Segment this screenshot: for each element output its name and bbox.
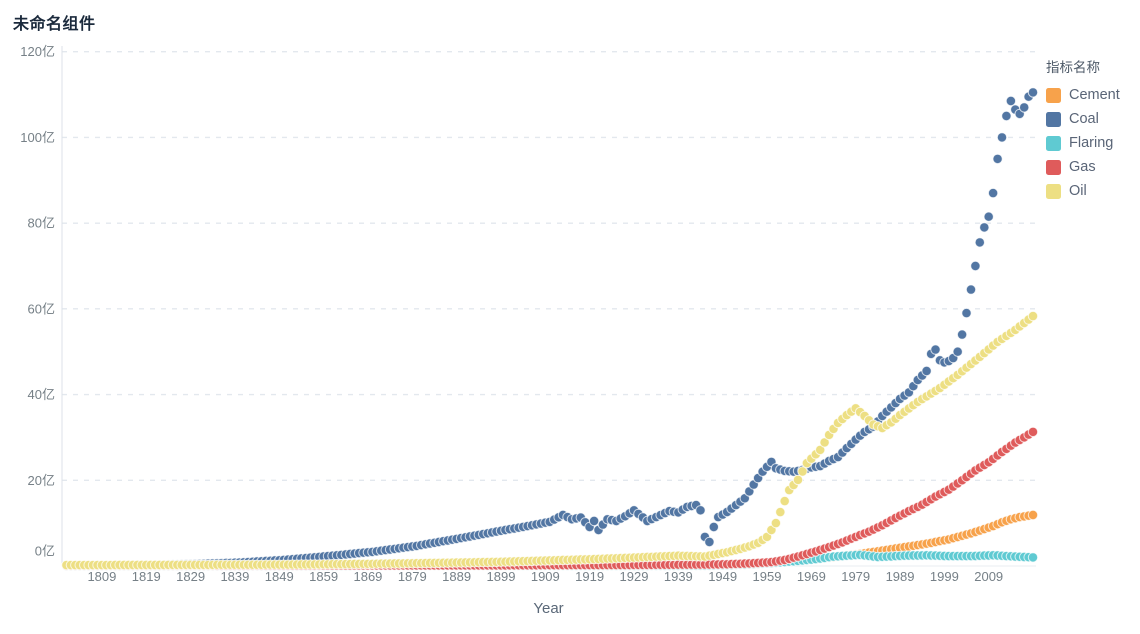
x-tick-label: 1889: [442, 569, 471, 584]
data-point[interactable]: [974, 237, 985, 248]
data-point[interactable]: [797, 466, 808, 477]
y-tick-label: 100亿: [20, 130, 55, 145]
x-tick-label: 1949: [708, 569, 737, 584]
data-point[interactable]: [588, 515, 600, 527]
data-point[interactable]: [815, 444, 826, 456]
x-tick-label: 1899: [487, 569, 516, 584]
data-point[interactable]: [1001, 110, 1012, 122]
x-tick-label: 1829: [176, 569, 205, 584]
data-point[interactable]: [1027, 552, 1039, 563]
data-point[interactable]: [952, 346, 963, 357]
x-tick-label: 1839: [220, 569, 249, 584]
x-tick-label: 1879: [398, 569, 427, 584]
y-tick-label: 60亿: [28, 301, 55, 316]
data-point[interactable]: [930, 344, 941, 355]
data-point[interactable]: [961, 307, 972, 319]
data-point[interactable]: [695, 505, 706, 516]
x-tick-label: 1869: [353, 569, 382, 584]
legend-item-flaring[interactable]: Flaring: [1046, 136, 1140, 151]
data-point[interactable]: [996, 132, 1008, 143]
data-point[interactable]: [921, 365, 932, 377]
data-point[interactable]: [1027, 87, 1039, 98]
data-point[interactable]: [779, 495, 790, 507]
data-point[interactable]: [704, 536, 715, 548]
legend-swatch-icon: [1046, 136, 1061, 151]
x-axis-title: Year: [533, 600, 564, 617]
legend-label: Flaring: [1069, 135, 1114, 151]
x-tick-label: 1859: [309, 569, 338, 584]
x-tick-label: 1939: [664, 569, 693, 584]
data-point[interactable]: [1027, 509, 1039, 521]
data-point[interactable]: [1027, 310, 1039, 322]
legend-items: Cement Coal Flaring Gas Oil: [1046, 88, 1140, 199]
x-tick-label: 1929: [620, 569, 649, 584]
x-tick-label: 1989: [886, 569, 915, 584]
data-point[interactable]: [965, 284, 977, 295]
x-tick-label: 1909: [531, 569, 560, 584]
legend-swatch-icon: [1046, 160, 1061, 175]
legend-item-cement[interactable]: Cement: [1046, 88, 1140, 103]
data-point[interactable]: [956, 329, 968, 340]
legend-label: Gas: [1069, 159, 1096, 175]
legend-swatch-icon: [1046, 112, 1061, 127]
x-tick-label: 1959: [753, 569, 782, 584]
data-point[interactable]: [987, 187, 999, 199]
y-tick-label: 20亿: [28, 473, 55, 488]
series-coal[interactable]: [61, 87, 1039, 571]
tick-labels: 0亿 20亿 40亿 60亿 80亿 100亿 120亿 1809 1819 1829 1839 18…: [20, 44, 1003, 584]
legend-label: Coal: [1069, 111, 1099, 127]
data-point[interactable]: [819, 437, 830, 448]
data-series: [61, 87, 1039, 572]
data-point[interactable]: [770, 517, 782, 529]
x-tick-label: 1809: [87, 569, 116, 584]
data-point[interactable]: [1018, 102, 1030, 113]
gridlines: [62, 51, 1036, 481]
y-tick-label: 80亿: [28, 216, 55, 231]
y-tick-label: 0亿: [35, 544, 55, 559]
legend-item-coal[interactable]: Coal: [1046, 112, 1140, 127]
x-tick-label: 2009: [974, 569, 1003, 584]
x-tick-label: 1999: [930, 569, 959, 584]
legend-swatch-icon: [1046, 88, 1061, 103]
legend-title: 指标名称: [1046, 60, 1100, 75]
data-point[interactable]: [1027, 426, 1039, 438]
series-oil[interactable]: [61, 310, 1039, 571]
legend-item-gas[interactable]: Gas: [1046, 160, 1140, 175]
data-point[interactable]: [983, 211, 994, 222]
legend-item-oil[interactable]: Oil: [1046, 184, 1140, 199]
data-point[interactable]: [708, 521, 719, 533]
y-tick-label: 120亿: [20, 44, 55, 59]
axes: [61, 46, 1036, 567]
x-tick-label: 1979: [841, 569, 870, 584]
legend-label: Cement: [1069, 87, 1120, 103]
legend-label: Oil: [1069, 183, 1087, 199]
legend: 指标名称 Cement Coal Flaring Gas Oil: [1046, 56, 1140, 208]
data-point[interactable]: [792, 474, 804, 486]
data-point[interactable]: [979, 222, 990, 233]
x-tick-label: 1819: [132, 569, 161, 584]
legend-swatch-icon: [1046, 184, 1061, 199]
page-title: 未命名组件: [13, 16, 96, 33]
x-tick-label: 1849: [265, 569, 294, 584]
x-tick-label: 1969: [797, 569, 826, 584]
data-point[interactable]: [970, 260, 981, 272]
data-point[interactable]: [992, 153, 1003, 165]
y-tick-label: 40亿: [28, 387, 55, 402]
data-point[interactable]: [775, 506, 786, 518]
x-tick-label: 1919: [575, 569, 604, 584]
data-point[interactable]: [1005, 95, 1017, 107]
